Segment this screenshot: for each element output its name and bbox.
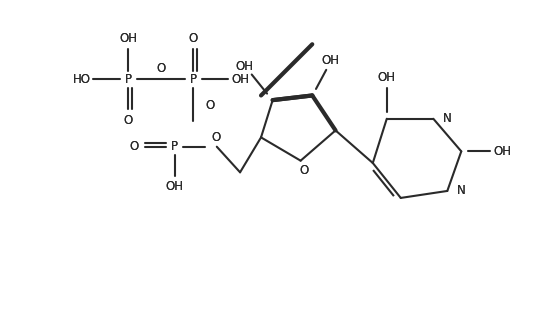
Text: OH: OH <box>378 71 396 84</box>
Text: O: O <box>211 131 221 144</box>
Text: P: P <box>125 73 132 86</box>
Text: OH: OH <box>166 180 184 193</box>
Text: P: P <box>172 140 178 153</box>
Text: N: N <box>443 112 452 125</box>
Text: OH: OH <box>321 54 339 67</box>
Text: O: O <box>129 140 139 153</box>
Text: OH: OH <box>236 60 254 73</box>
Text: O: O <box>189 32 198 45</box>
Text: OH: OH <box>493 145 512 158</box>
Text: O: O <box>124 114 133 127</box>
Text: O: O <box>156 62 166 75</box>
Text: OH: OH <box>231 73 249 86</box>
Text: O: O <box>129 140 139 153</box>
Text: OH: OH <box>378 71 396 84</box>
Text: HO: HO <box>73 73 91 86</box>
Text: OH: OH <box>236 60 254 73</box>
Text: N: N <box>456 185 465 198</box>
Text: P: P <box>190 73 197 86</box>
Text: OH: OH <box>231 73 249 86</box>
Text: O: O <box>205 99 214 112</box>
Text: N: N <box>456 185 465 198</box>
Text: P: P <box>190 73 197 86</box>
Text: OH: OH <box>119 32 138 45</box>
Text: O: O <box>211 131 221 144</box>
Text: O: O <box>156 62 166 75</box>
Text: O: O <box>124 114 133 127</box>
Text: P: P <box>172 140 178 153</box>
Text: N: N <box>443 112 452 125</box>
Text: O: O <box>299 164 309 177</box>
Text: O: O <box>205 99 214 112</box>
Text: OH: OH <box>119 32 138 45</box>
Text: OH: OH <box>493 145 512 158</box>
Text: O: O <box>189 32 198 45</box>
Text: OH: OH <box>321 54 339 67</box>
Text: O: O <box>299 164 309 177</box>
Text: P: P <box>125 73 132 86</box>
Text: HO: HO <box>73 73 91 86</box>
Text: OH: OH <box>166 180 184 193</box>
